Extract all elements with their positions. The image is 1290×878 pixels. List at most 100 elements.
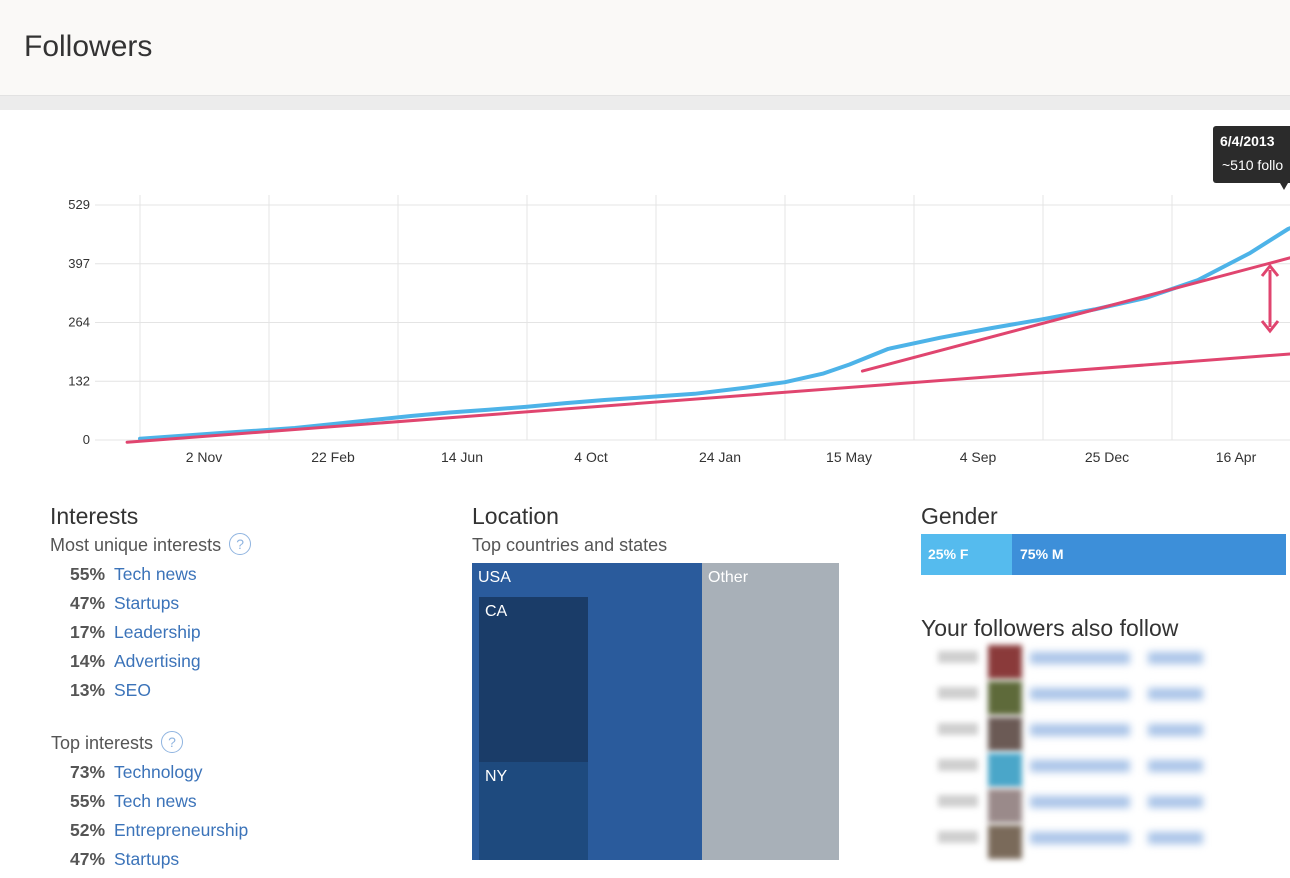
- treemap-cell-ny[interactable]: NY: [479, 762, 588, 860]
- x-tick-label: 22 Feb: [311, 449, 355, 465]
- unique-interests-label: Most unique interests: [50, 535, 222, 555]
- gender-bar: 25% F 75% M: [921, 534, 1286, 575]
- list-item: 52% Entrepreneurship: [70, 820, 248, 849]
- blurred-name[interactable]: [1030, 688, 1130, 700]
- help-icon[interactable]: ?: [161, 731, 184, 754]
- header-divider: [0, 96, 1290, 110]
- list-item: [938, 789, 1258, 825]
- blurred-percent: [938, 795, 978, 807]
- followers-line: [138, 226, 1290, 441]
- top-interests-list: 73% Technology 55% Tech news 52% Entrepreneur…: [70, 762, 248, 878]
- blurred-name[interactable]: [1030, 724, 1130, 736]
- avatar[interactable]: [988, 789, 1022, 823]
- interest-percent: 73%: [70, 762, 106, 782]
- interest-percent: 55%: [70, 564, 106, 584]
- blurred-profile-link[interactable]: [1148, 760, 1203, 772]
- list-item: 13% SEO: [70, 680, 201, 709]
- interest-percent: 17%: [70, 622, 106, 642]
- trend-line: [860, 256, 1290, 373]
- list-item: 55% Tech news: [70, 791, 248, 820]
- list-item: [938, 825, 1258, 861]
- blurred-name[interactable]: [1030, 796, 1130, 808]
- help-icon[interactable]: ?: [229, 533, 252, 556]
- tooltip-date: 6/4/2013: [1220, 133, 1275, 149]
- y-tick-label: 529: [68, 197, 90, 212]
- interest-link[interactable]: Leadership: [114, 622, 201, 642]
- blurred-name[interactable]: [1030, 760, 1130, 772]
- x-tick-label: 4 Oct: [574, 449, 608, 465]
- interest-link[interactable]: Startups: [114, 593, 180, 613]
- blurred-profile-link[interactable]: [1148, 652, 1203, 664]
- avatar[interactable]: [988, 825, 1022, 859]
- location-subtitle: Top countries and states: [472, 535, 668, 555]
- list-item: 17% Leadership: [70, 622, 201, 651]
- double-arrow-annotation: [1260, 263, 1280, 334]
- followers-chart: 0 132 264 397 529 2 Nov 22 Feb 14 Jun 4 Oct 24 J…: [68, 126, 1290, 465]
- list-item: [938, 681, 1258, 717]
- list-item: [938, 753, 1258, 789]
- blurred-name[interactable]: [1030, 832, 1130, 844]
- blurred-profile-link[interactable]: [1148, 796, 1203, 808]
- trend-line: [125, 352, 1290, 444]
- avatar[interactable]: [988, 717, 1022, 751]
- interest-link[interactable]: Tech news: [114, 791, 197, 811]
- gender-title: Gender: [921, 503, 998, 529]
- blurred-percent: [938, 831, 978, 843]
- blurred-profile-link[interactable]: [1148, 832, 1203, 844]
- interest-link[interactable]: SEO: [114, 680, 151, 700]
- page-title: Followers: [24, 30, 153, 63]
- chart-series: [125, 226, 1290, 444]
- x-tick-label: 2 Nov: [186, 449, 223, 465]
- list-item: 73% Technology: [70, 762, 248, 791]
- interest-link[interactable]: Startups: [114, 849, 180, 869]
- blurred-percent: [938, 687, 978, 699]
- treemap-cell-ca[interactable]: CA: [479, 597, 588, 762]
- blurred-profile-link[interactable]: [1148, 688, 1203, 700]
- also-follow-title: Your followers also follow: [921, 615, 1179, 641]
- interest-percent: 47%: [70, 593, 106, 613]
- interest-percent: 52%: [70, 820, 106, 840]
- y-axis-labels: 0 132 264 397 529: [68, 197, 90, 447]
- x-tick-label: 14 Jun: [441, 449, 483, 465]
- blurred-name[interactable]: [1030, 652, 1130, 664]
- x-tick-label: 4 Sep: [960, 449, 997, 465]
- interest-percent: 55%: [70, 791, 106, 811]
- list-item: 55% Tech news: [70, 564, 201, 593]
- list-item: [938, 717, 1258, 753]
- treemap-cell-other[interactable]: Other: [702, 563, 839, 860]
- y-tick-label: 0: [83, 432, 90, 447]
- interest-percent: 14%: [70, 651, 106, 671]
- interest-link[interactable]: Advertising: [114, 651, 201, 671]
- gender-female-segment[interactable]: 25% F: [921, 534, 1012, 575]
- unique-interests-list: 55% Tech news 47% Startups 17% Leadership 14% A…: [70, 564, 201, 709]
- interest-percent: 13%: [70, 680, 106, 700]
- tooltip-value: ~510 follo: [1222, 157, 1283, 173]
- page-header: Followers: [0, 0, 1290, 96]
- interest-link[interactable]: Entrepreneurship: [114, 820, 249, 840]
- chart-tooltip: 6/4/2013 ~510 follo: [1213, 126, 1290, 190]
- x-tick-label: 24 Jan: [699, 449, 741, 465]
- location-treemap: USA Other CA NY: [472, 563, 839, 860]
- x-axis-labels: 2 Nov 22 Feb 14 Jun 4 Oct 24 Jan 15 May 4 Sep 2…: [186, 449, 1257, 465]
- also-follow-list: [938, 645, 1258, 861]
- blurred-percent: [938, 651, 978, 663]
- x-tick-label: 25 Dec: [1085, 449, 1129, 465]
- y-tick-label: 397: [68, 256, 90, 271]
- avatar[interactable]: [988, 753, 1022, 787]
- list-item: 14% Advertising: [70, 651, 201, 680]
- avatar[interactable]: [988, 645, 1022, 679]
- blurred-percent: [938, 723, 978, 735]
- list-item: 47% Startups: [70, 849, 248, 878]
- unique-interests-heading: Most unique interests?: [50, 533, 252, 557]
- gender-male-segment[interactable]: 75% M: [1012, 534, 1286, 575]
- interests-title: Interests: [50, 503, 139, 529]
- blurred-profile-link[interactable]: [1148, 724, 1203, 736]
- interest-link[interactable]: Technology: [114, 762, 203, 782]
- y-tick-label: 264: [68, 315, 90, 330]
- blurred-percent: [938, 759, 978, 771]
- x-tick-label: 15 May: [826, 449, 872, 465]
- avatar[interactable]: [988, 681, 1022, 715]
- location-title: Location: [472, 503, 559, 529]
- interest-link[interactable]: Tech news: [114, 564, 197, 584]
- list-item: 47% Startups: [70, 593, 201, 622]
